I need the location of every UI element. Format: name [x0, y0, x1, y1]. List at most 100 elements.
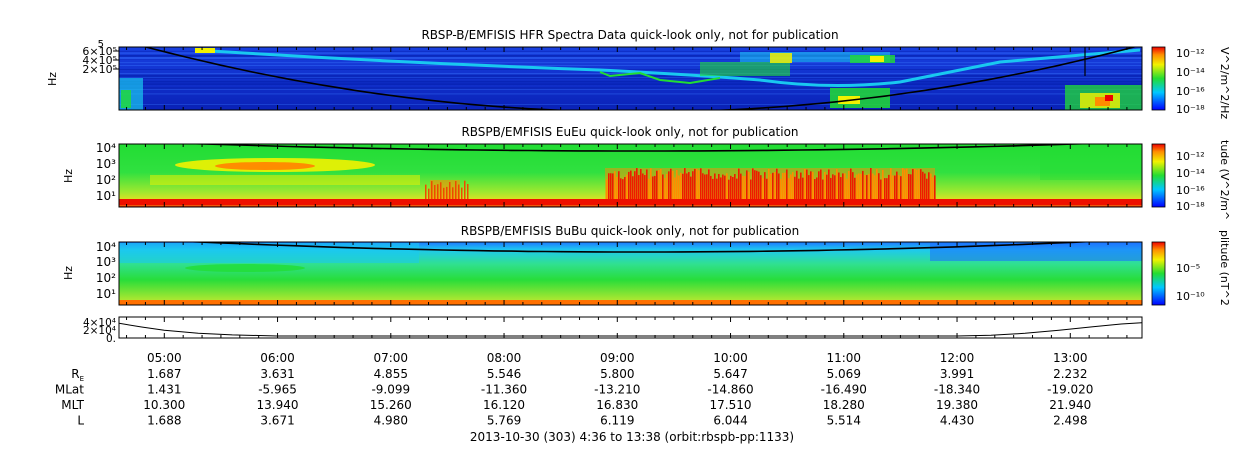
panel-3-cbar-label: plitude (nT^2: [1218, 230, 1231, 306]
ephemeris-value: 5.546: [487, 367, 521, 381]
panel-1-ytick-2e5: 2×10⁵: [82, 63, 117, 76]
panel-1-cbar-tick-3: 10⁻¹⁶: [1176, 85, 1205, 98]
panel-2-cbar-tick-1: 10⁻¹²: [1176, 150, 1205, 163]
panel-2-title: RBSPB/EMFISIS EuEu quick-look only, not …: [461, 125, 798, 139]
panel-1-spectrogram: [119, 47, 1142, 110]
ephemeris-value: 1.688: [147, 414, 181, 428]
x-axis-labels: 05:00 06:00 07:00 08:00 09:00 10:00 11:00 12:00…: [147, 351, 1088, 365]
panel-3-ytick-1e3: 10³: [96, 255, 116, 269]
ephemeris-value: 6.044: [713, 414, 747, 428]
ephemeris-value: -13.210: [594, 383, 640, 397]
panel-4-yaxis: 4×10⁴ 2×10⁴ 0.: [83, 317, 116, 345]
x-tick-label: 09:00: [600, 351, 635, 365]
x-tick-label: 13:00: [1053, 351, 1088, 365]
x-tick-label: 05:00: [147, 351, 182, 365]
panel-2-ytick-1e3: 10³: [96, 157, 116, 171]
panel-1-yaxis: 6×10⁵ 4×10⁵ 2×10⁵ 5 Hz: [46, 39, 119, 86]
ephemeris-value: -5.965: [258, 383, 297, 397]
panel-2-ytick-1e2: 10²: [96, 173, 116, 187]
panel-2-spectrogram: [119, 144, 1142, 207]
ephemeris-value: 4.855: [374, 367, 408, 381]
panel-2-yaxis: 10⁴ 10³ 10² 10¹ Hz: [62, 141, 116, 203]
panel-2-ylabel: Hz: [62, 169, 75, 183]
ephemeris-value: 5.514: [827, 414, 861, 428]
panel-3-spectrogram: [119, 242, 1142, 305]
ephemeris-value: 1.431: [147, 383, 181, 397]
ephemeris-value: 4.980: [374, 414, 408, 428]
ephemeris-value: 16.120: [483, 398, 525, 412]
ephemeris-table: RE 1.687 3.631 4.855 5.546 5.800 5.647 5.069 3.9…: [55, 367, 1094, 428]
ephemeris-value: 2.232: [1053, 367, 1087, 381]
panel-2-frame: [118, 143, 1143, 208]
ephemeris-value: 18.280: [823, 398, 865, 412]
ephemeris-value: -11.360: [481, 383, 527, 397]
ephemeris-value: 5.069: [827, 367, 861, 381]
ephemeris-value: 3.671: [260, 414, 294, 428]
x-tick-label: 06:00: [260, 351, 295, 365]
ephemeris-value: -19.020: [1047, 383, 1093, 397]
panel-4-frame: [118, 316, 1143, 339]
ephemeris-value: 21.940: [1049, 398, 1091, 412]
panel-2-cbar-tick-2: 10⁻¹⁴: [1176, 167, 1205, 180]
panel-3-cbar-tick-2: 10⁻¹⁰: [1176, 290, 1205, 303]
panel-1-ytick-5: 5: [98, 39, 104, 50]
panel-2-cbar-tick-3: 10⁻¹⁶: [1176, 184, 1205, 197]
panel-3-ytick-1e2: 10²: [96, 271, 116, 285]
ephemeris-value: 13.940: [257, 398, 299, 412]
panel-3-title: RBSPB/EMFISIS BuBu quick-look only, not …: [461, 224, 799, 238]
x-tick-label: 12:00: [940, 351, 975, 365]
ephemeris-value: 5.647: [713, 367, 747, 381]
panel-3-colorbar: 10⁻⁵ 10⁻¹⁰ plitude (nT^2: [1151, 230, 1231, 306]
ephemeris-value: -16.490: [821, 383, 867, 397]
ephemeris-value: 10.300: [143, 398, 185, 412]
panel-1-title: RBSP-B/EMFISIS HFR Spectra Data quick-lo…: [421, 28, 838, 42]
panel-3-ytick-1e4: 10⁴: [96, 240, 116, 254]
ephemeris-row-label: RE: [71, 367, 84, 383]
ephemeris-row-label: MLT: [61, 398, 84, 412]
panel-2-cbar-label: tude (V^2/m^: [1218, 140, 1231, 220]
panel-3-yaxis: 10⁴ 10³ 10² 10¹ Hz: [62, 240, 116, 301]
panel-1-cbar-tick-1: 10⁻¹²: [1176, 47, 1205, 60]
panel-4-series-line: [119, 322, 1142, 337]
ephemeris-row-label: MLat: [55, 383, 84, 397]
panel-1-cbar-tick-4: 10⁻¹⁸: [1176, 103, 1205, 116]
ephemeris-value: 6.119: [600, 414, 634, 428]
ephemeris-value: 16.830: [596, 398, 638, 412]
ephemeris-value: 1.687: [147, 367, 181, 381]
panel-3-frame: [118, 241, 1143, 306]
ephemeris-value: 19.380: [936, 398, 978, 412]
ephemeris-value: 15.260: [370, 398, 412, 412]
panel-1-colorbar: 10⁻¹² 10⁻¹⁴ 10⁻¹⁶ 10⁻¹⁸ V^2/m^2/Hz: [1151, 46, 1231, 119]
panel-2-ytick-1e1: 10¹: [96, 189, 116, 203]
panel-4-ytick-0: 0.: [106, 333, 116, 345]
panel-4-plot: [119, 322, 1142, 337]
x-tick-label: 10:00: [713, 351, 748, 365]
footer-caption: 2013-10-30 (303) 4:36 to 13:38 (orbit:rb…: [470, 430, 794, 444]
panel-1-frame: [118, 46, 1143, 111]
panel-1-ytick-4e5: 4×10⁵: [82, 54, 117, 67]
ephemeris-value: 17.510: [710, 398, 752, 412]
ephemeris-value: 3.631: [260, 367, 294, 381]
ephemeris-value: 5.800: [600, 367, 634, 381]
ephemeris-value: 5.769: [487, 414, 521, 428]
ephemeris-value: -14.860: [707, 383, 753, 397]
panel-3-cbar-tick-1: 10⁻⁵: [1176, 262, 1200, 275]
ephemeris-value: 3.991: [940, 367, 974, 381]
panel-2-ytick-1e4: 10⁴: [96, 141, 116, 155]
panel-1-cbar-tick-2: 10⁻¹⁴: [1176, 66, 1205, 79]
panel-1-cbar-label: V^2/m^2/Hz: [1218, 47, 1231, 119]
x-ticks: [126, 47, 1128, 338]
panel-1-ytick-6e5: 6×10⁵: [82, 45, 117, 58]
x-tick-label: 11:00: [826, 351, 861, 365]
panel-3-ylabel: Hz: [62, 266, 75, 280]
ephemeris-row-label: L: [77, 414, 84, 428]
ephemeris-value: -18.340: [934, 383, 980, 397]
panel-2-colorbar: 10⁻¹² 10⁻¹⁴ 10⁻¹⁶ 10⁻¹⁸ tude (V^2/m^: [1151, 140, 1231, 220]
panel-4-ytick-4e4: 4×10⁴: [83, 317, 116, 329]
x-tick-label: 07:00: [373, 351, 408, 365]
panel-2-cbar-tick-4: 10⁻¹⁸: [1176, 200, 1205, 213]
ephemeris-value: -9.099: [371, 383, 410, 397]
panel-3-ytick-1e1: 10¹: [96, 287, 116, 301]
ephemeris-value: 4.430: [940, 414, 974, 428]
